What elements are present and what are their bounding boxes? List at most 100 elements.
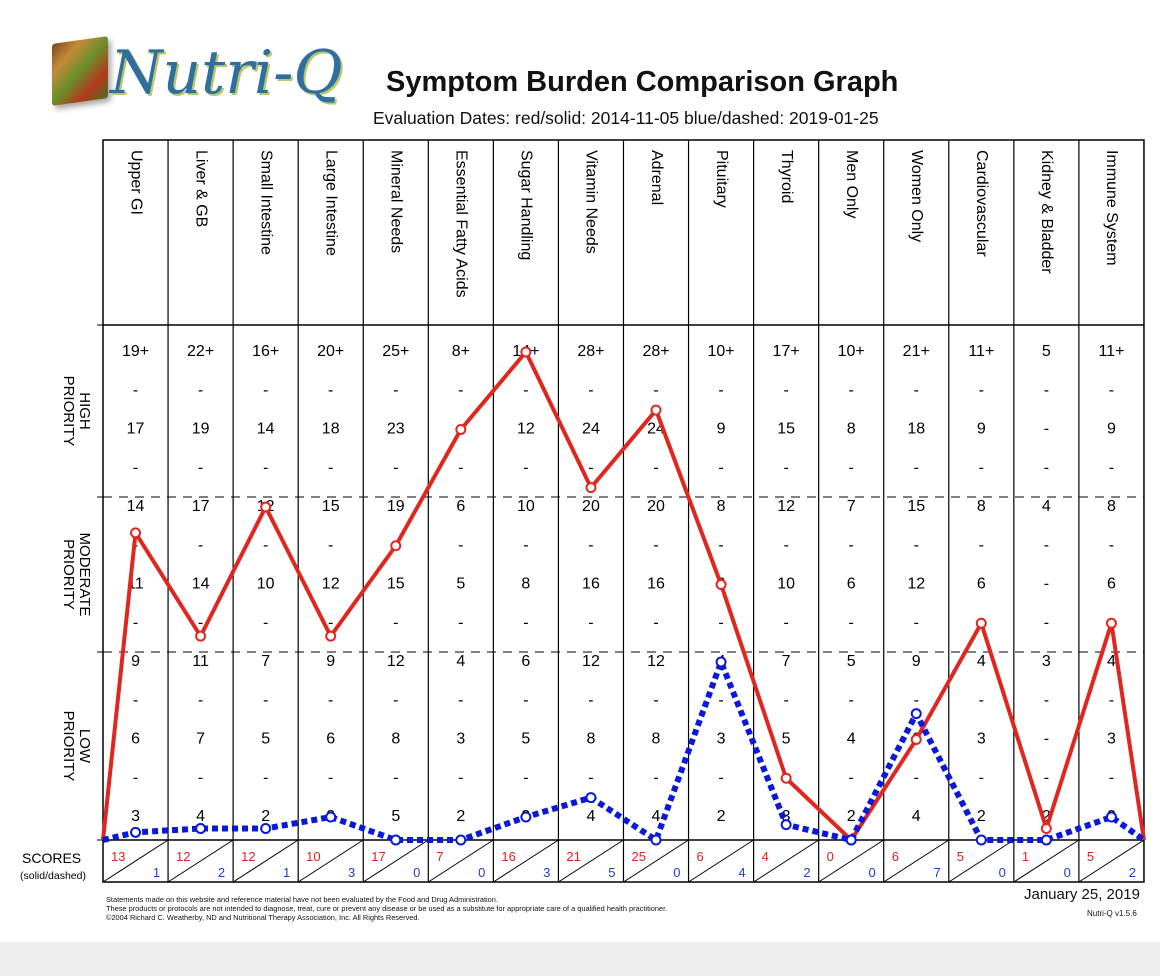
tick-label: 15	[777, 421, 795, 438]
blue-series-point	[130, 826, 142, 838]
tick-label: 4	[586, 808, 595, 825]
tick-label: 18	[907, 421, 925, 438]
score-blue: 7	[934, 865, 941, 880]
priority-label-high: HIGH	[76, 392, 93, 430]
tick-label: -	[979, 537, 984, 554]
score-blue: 0	[999, 865, 1006, 880]
score-diagonal	[558, 839, 624, 883]
tick-label: -	[328, 459, 333, 476]
tick-label: -	[1044, 614, 1049, 631]
tick-label: 8	[1107, 498, 1116, 515]
tick-label: -	[914, 769, 919, 786]
score-red: 17	[371, 849, 385, 864]
blue-series-point	[520, 811, 532, 823]
red-series-point	[325, 630, 337, 642]
tick-label: 10	[257, 576, 275, 593]
score-red: 12	[241, 849, 255, 864]
tick-label: -	[718, 382, 723, 399]
tick-label: 7	[196, 731, 205, 748]
blue-series-point	[455, 834, 467, 846]
score-blue: 2	[218, 865, 225, 880]
tick-label: 6	[1107, 576, 1116, 593]
score-diagonal	[428, 839, 494, 883]
tick-label: 11	[192, 653, 209, 670]
tick-label: 23	[387, 421, 405, 438]
footnote-line: These products or protocols are not inte…	[106, 904, 668, 913]
evaluation-dates: Evaluation Dates: red/solid: 2014-11-05 …	[373, 108, 879, 128]
tick-label: 11+	[1098, 343, 1124, 360]
priority-label-low: PRIORITY	[60, 711, 77, 782]
score-red: 5	[957, 849, 964, 864]
tick-label: 9	[326, 653, 335, 670]
tick-label: -	[979, 459, 984, 476]
tick-label: -	[328, 769, 333, 786]
tick-label: 4	[912, 808, 921, 825]
score-diagonal	[753, 839, 819, 883]
tick-label: 4	[1107, 653, 1116, 670]
tick-label: 14	[257, 421, 275, 438]
score-diagonal	[818, 839, 884, 883]
tick-label: 6	[521, 653, 530, 670]
score-red: 4	[762, 849, 769, 864]
category-label: Small Intestine	[257, 150, 274, 255]
tick-label: -	[849, 614, 854, 631]
tick-label: 6	[977, 576, 986, 593]
category-label: Sugar Handling	[518, 150, 535, 260]
tick-label: -	[1044, 382, 1049, 399]
tick-label: 3	[1042, 653, 1051, 670]
tick-label: 7	[782, 653, 791, 670]
tick-label: -	[263, 537, 268, 554]
blue-series-line	[102, 659, 1146, 843]
tick-label: -	[1044, 421, 1049, 438]
tick-label: 15	[322, 498, 340, 515]
category-label: Men Only	[843, 150, 860, 218]
tick-label: 2	[847, 808, 856, 825]
tick-label: 19+	[122, 343, 149, 360]
tick-label: -	[133, 459, 138, 476]
priority-label-high: PRIORITY	[60, 376, 77, 447]
tick-label: 6	[456, 498, 465, 515]
priority-label-low: LOW	[76, 729, 93, 764]
tick-label: 3	[456, 731, 465, 748]
tick-label: -	[588, 537, 593, 554]
tick-label: 5	[782, 731, 791, 748]
tick-label: -	[588, 769, 593, 786]
tick-label: 9	[717, 421, 726, 438]
tick-label: -	[523, 382, 528, 399]
tick-label: 3	[131, 808, 140, 825]
tick-label: 9	[1107, 421, 1116, 438]
tick-label: 3	[977, 731, 986, 748]
tick-label: 3	[717, 731, 726, 748]
tick-label: -	[458, 459, 463, 476]
tick-label: 12	[582, 653, 600, 670]
score-blue: 0	[413, 865, 420, 880]
score-red: 0	[827, 849, 834, 864]
tick-label: 17+	[773, 343, 800, 360]
tick-label: 15	[387, 576, 405, 593]
score-diagonal	[623, 839, 689, 883]
tick-label: 24	[582, 421, 600, 438]
tick-label: -	[718, 614, 723, 631]
score-diagonal	[493, 839, 559, 883]
tick-label: 8	[847, 421, 856, 438]
tick-label: -	[393, 459, 398, 476]
tick-label: -	[849, 459, 854, 476]
score-red: 25	[631, 849, 645, 864]
score-diagonal	[688, 839, 754, 883]
tick-label: -	[523, 537, 528, 554]
logo-text: Nutri-Q	[110, 38, 343, 108]
score-blue: 0	[673, 865, 680, 880]
score-blue: 5	[608, 865, 615, 880]
blue-series-point	[650, 834, 662, 846]
tick-label: 10+	[838, 343, 865, 360]
blue-series-point	[1040, 834, 1052, 846]
score-red: 12	[176, 849, 190, 864]
tick-label: -	[1044, 692, 1049, 709]
tick-label: -	[263, 459, 268, 476]
tick-label: 8	[717, 498, 726, 515]
tick-label: 5	[456, 576, 465, 593]
tick-label: -	[1044, 459, 1049, 476]
tick-label: 25+	[382, 343, 409, 360]
priority-label-moderate: PRIORITY	[60, 539, 77, 610]
tick-label: -	[458, 614, 463, 631]
